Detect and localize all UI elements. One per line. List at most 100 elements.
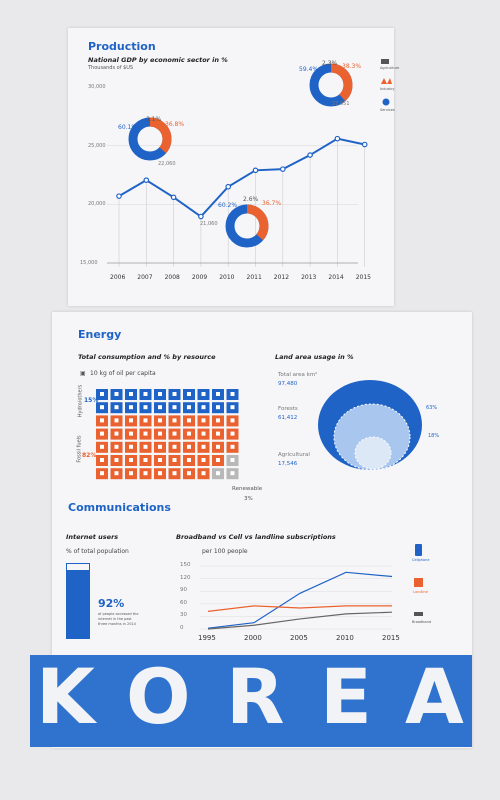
oil-barrel-icon bbox=[230, 405, 235, 410]
korea-letter: R bbox=[226, 655, 285, 741]
subs-ytick: 30 bbox=[180, 612, 187, 619]
oil-barrel-icon bbox=[100, 431, 104, 436]
oil-barrel-icon bbox=[216, 405, 220, 410]
landline-icon bbox=[414, 578, 423, 587]
oil-barrel-icon bbox=[201, 431, 206, 436]
oil-barrel-icon bbox=[114, 458, 119, 462]
total-area-value: 97,480 bbox=[278, 381, 298, 387]
legend-broadband: Broadband bbox=[412, 620, 432, 624]
oil-barrel-icon bbox=[187, 418, 191, 423]
oil-barrel-icon bbox=[187, 471, 191, 476]
oil-barrel-icon bbox=[100, 471, 104, 476]
oil-barrel-icon bbox=[129, 405, 133, 410]
oil-barrel-icon bbox=[187, 405, 191, 410]
oil-barrel-icon bbox=[230, 392, 235, 396]
gdp-2009-value: 21,060 bbox=[200, 221, 218, 227]
oil-barrel-icon bbox=[230, 418, 235, 423]
gdp-point bbox=[225, 183, 232, 190]
oil-barrel-icon bbox=[100, 458, 104, 462]
pie-2010-orange-label: 36.7% bbox=[262, 200, 282, 207]
subs-ytick: 0 bbox=[180, 625, 184, 631]
oil-note-icon: ▣ bbox=[80, 370, 86, 377]
legend-industry: Industry bbox=[380, 87, 395, 91]
oil-note: 10 kg of oil per capita bbox=[90, 370, 156, 377]
legend-cellphone: Cellphone bbox=[412, 558, 430, 562]
landline-line bbox=[207, 605, 392, 612]
pie-2014-orange bbox=[309, 63, 353, 107]
oil-barrel-icon bbox=[158, 405, 162, 410]
pie-2006-orange bbox=[128, 117, 172, 161]
oil-barrel-icon bbox=[114, 444, 119, 449]
oil-barrel-icon bbox=[114, 405, 119, 410]
internet-note: of people accessed the internet in the p… bbox=[98, 612, 139, 626]
subs-ytick: 120 bbox=[180, 574, 191, 581]
oil-barrel-icon bbox=[201, 458, 206, 462]
forests-pct: 63% bbox=[426, 405, 438, 411]
land-title: Land area usage in % bbox=[275, 353, 354, 361]
gdp-chart-title: National GDP by economic sector in % bbox=[88, 56, 228, 64]
oil-barrel-icon bbox=[158, 458, 162, 462]
gdp-ytick: 25,000 bbox=[88, 143, 106, 149]
internet-bar-fill bbox=[67, 570, 89, 638]
oil-barrel-icon bbox=[129, 392, 133, 396]
gdp-point bbox=[334, 135, 341, 142]
gdp-gridlines bbox=[107, 138, 366, 267]
oil-barrel-icon bbox=[172, 392, 177, 396]
oil-barrel-icon bbox=[143, 418, 148, 423]
oil-barrel-icon bbox=[201, 444, 206, 449]
korea-letter: K bbox=[36, 655, 95, 741]
oil-barrel-icon bbox=[143, 431, 148, 436]
oil-barrel-icon bbox=[172, 418, 177, 423]
oil-barrel-icon bbox=[143, 458, 148, 462]
renewable-pct: 3% bbox=[244, 496, 253, 502]
pie-2006 bbox=[128, 117, 172, 161]
oil-barrel-icon bbox=[143, 392, 148, 396]
cellphone-line bbox=[207, 571, 393, 629]
oil-barrel-icon bbox=[172, 444, 177, 449]
gdp-xtick: 2009 bbox=[191, 274, 208, 281]
subs-xtick: 2005 bbox=[290, 634, 308, 642]
agri-label: Agricultural bbox=[278, 452, 310, 458]
oil-barrel-icon bbox=[100, 392, 104, 396]
gdp-point bbox=[361, 141, 368, 148]
gdp-ytick: 15,000 bbox=[80, 260, 98, 266]
subs-gridlines bbox=[200, 565, 392, 630]
per100-label: per 100 people bbox=[202, 548, 248, 555]
oil-barrel-icon bbox=[230, 431, 235, 436]
gdp-point bbox=[170, 194, 177, 201]
pie-2006-gray-label: 3.1% bbox=[146, 116, 162, 123]
gdp-xtick: 2014 bbox=[328, 274, 344, 281]
subs-title: Broadband vs Cell vs landline subscripti… bbox=[176, 533, 336, 541]
oil-barrel-icon bbox=[216, 458, 220, 462]
oil-barrel-icon bbox=[172, 471, 177, 476]
cellphone-icon bbox=[415, 544, 422, 556]
gdp-ytick: 30,000 bbox=[88, 84, 106, 90]
legend-landline: Landline bbox=[413, 590, 428, 594]
oil-barrel-icon bbox=[187, 444, 191, 449]
oil-barrel-icon bbox=[187, 431, 191, 436]
pie-2006-blue-label: 60.1% bbox=[118, 124, 138, 131]
pie-2010-blue-label: 60.2% bbox=[218, 202, 238, 209]
gdp-ytick: 20,000 bbox=[88, 201, 106, 207]
broadband-icon bbox=[414, 612, 423, 616]
subs-ytick: 60 bbox=[180, 599, 187, 606]
gdp-point bbox=[307, 152, 313, 158]
oil-barrel-icon bbox=[216, 392, 220, 396]
pie-2010 bbox=[225, 204, 269, 248]
oil-barrel-icon bbox=[201, 471, 206, 476]
gdp-xtick: 2012 bbox=[273, 274, 290, 281]
forests-value: 61,412 bbox=[278, 415, 298, 421]
pie-2014-blue-label: 59.4% bbox=[299, 66, 319, 73]
gdp-series-line bbox=[118, 137, 365, 218]
subs-xtick: 2015 bbox=[382, 634, 400, 642]
pie-2010-orange bbox=[225, 204, 269, 248]
legend-services: Services bbox=[380, 108, 395, 112]
gdp-xtick: 2013 bbox=[301, 274, 317, 281]
renewable-label: Renewable bbox=[232, 486, 263, 492]
total-area-label: Total area km² bbox=[278, 372, 318, 378]
oil-barrel-icon bbox=[143, 405, 148, 410]
korea-letter: A bbox=[405, 655, 464, 741]
